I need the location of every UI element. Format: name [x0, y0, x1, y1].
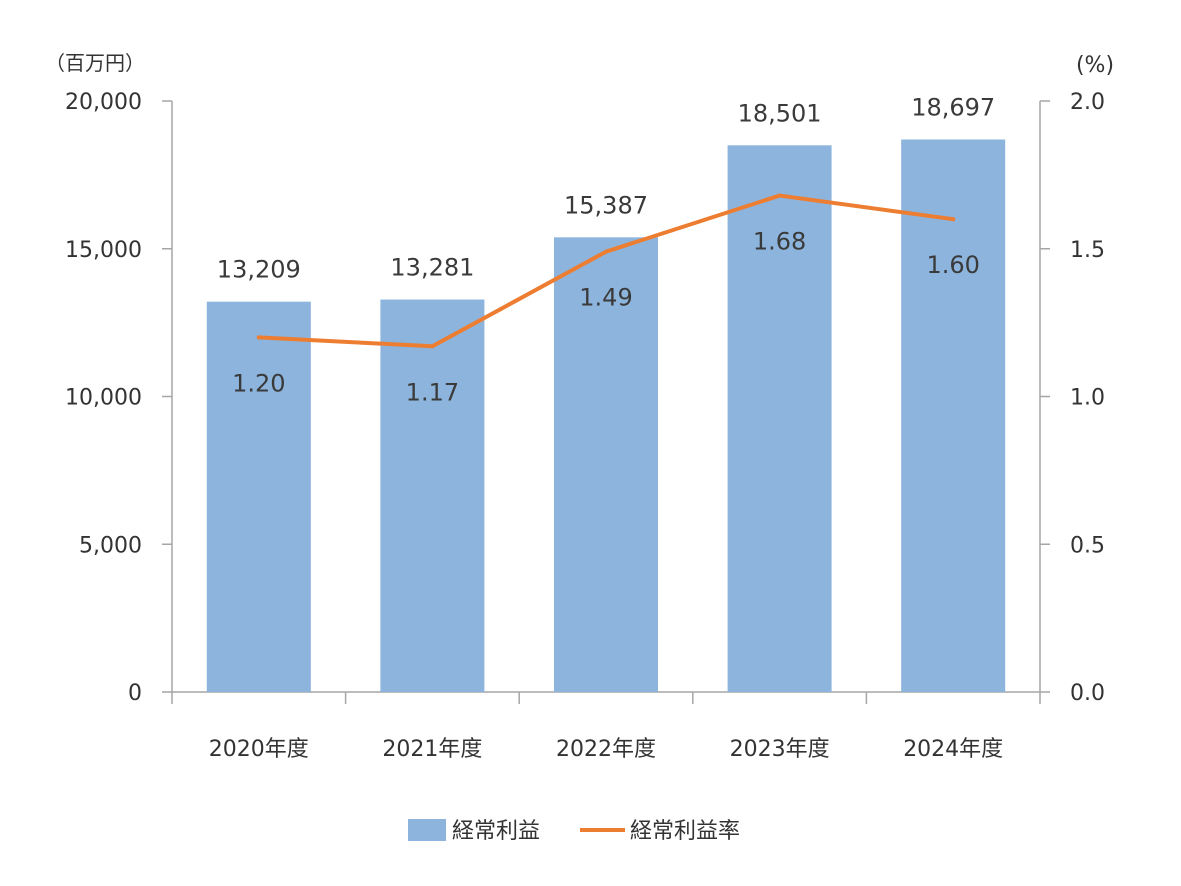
line-data-label: 1.68 — [753, 228, 806, 256]
line-data-label: 1.20 — [232, 369, 285, 397]
left-axis-tick-label: 10,000 — [65, 386, 142, 411]
right-axis-unit: (%) — [1076, 53, 1114, 78]
right-axis-tick-label: 0.0 — [1070, 681, 1105, 706]
legend-bar-label: 経常利益 — [452, 819, 540, 844]
bar-data-label: 13,281 — [390, 254, 474, 282]
x-axis-tick-label: 2024年度 — [903, 737, 1003, 762]
bar — [727, 145, 832, 692]
line-group — [256, 193, 956, 349]
legend: 経常利益 経常利益率 — [408, 819, 740, 844]
right-axis-tick-label: 1.5 — [1070, 238, 1105, 263]
bar — [380, 299, 485, 692]
line-data-label: 1.49 — [579, 284, 632, 312]
bar — [901, 139, 1006, 692]
bars-group — [206, 139, 1006, 692]
line-point — [604, 249, 608, 254]
bar-data-label: 15,387 — [564, 191, 648, 219]
line-point — [256, 335, 261, 340]
bar — [206, 301, 311, 692]
axes-group: 0 5,000 10,000 15,000 20,000 0.0 0.5 1.0 1.5 2.0 （… — [45, 51, 1114, 762]
x-axis-tick-label: 2023年度 — [730, 737, 830, 762]
legend-line-label: 経常利益率 — [630, 819, 740, 844]
x-axis-tick-label: 2022年度 — [556, 737, 656, 762]
data-labels-group: 13,209 13,281 15,387 18,501 18,697 1.20 1.17 1.… — [217, 94, 995, 407]
line-point — [777, 193, 782, 198]
x-axis-tick-label: 2021年度 — [382, 737, 482, 762]
line-data-label: 1.60 — [926, 251, 979, 279]
bar — [554, 237, 658, 692]
right-axis-tick-label: 1.0 — [1070, 386, 1105, 411]
x-axis-tick-label: 2020年度 — [209, 737, 309, 762]
left-axis-unit: （百万円） — [45, 51, 145, 75]
line-data-label: 1.17 — [406, 378, 459, 406]
left-axis-tick-label: 15,000 — [65, 238, 142, 263]
legend-bar-swatch — [408, 819, 446, 841]
line-point — [430, 344, 435, 349]
bar-data-label: 13,209 — [217, 256, 301, 284]
right-axis-tick-label: 0.5 — [1070, 533, 1105, 558]
right-axis-tick-label: 2.0 — [1070, 90, 1105, 115]
bar-data-label: 18,501 — [738, 99, 822, 127]
left-axis-tick-label: 20,000 — [65, 90, 142, 115]
bar-data-label: 18,697 — [911, 94, 995, 122]
left-axis-tick-label: 0 — [128, 681, 142, 706]
line-point — [951, 217, 956, 222]
left-axis-tick-label: 5,000 — [79, 533, 142, 558]
